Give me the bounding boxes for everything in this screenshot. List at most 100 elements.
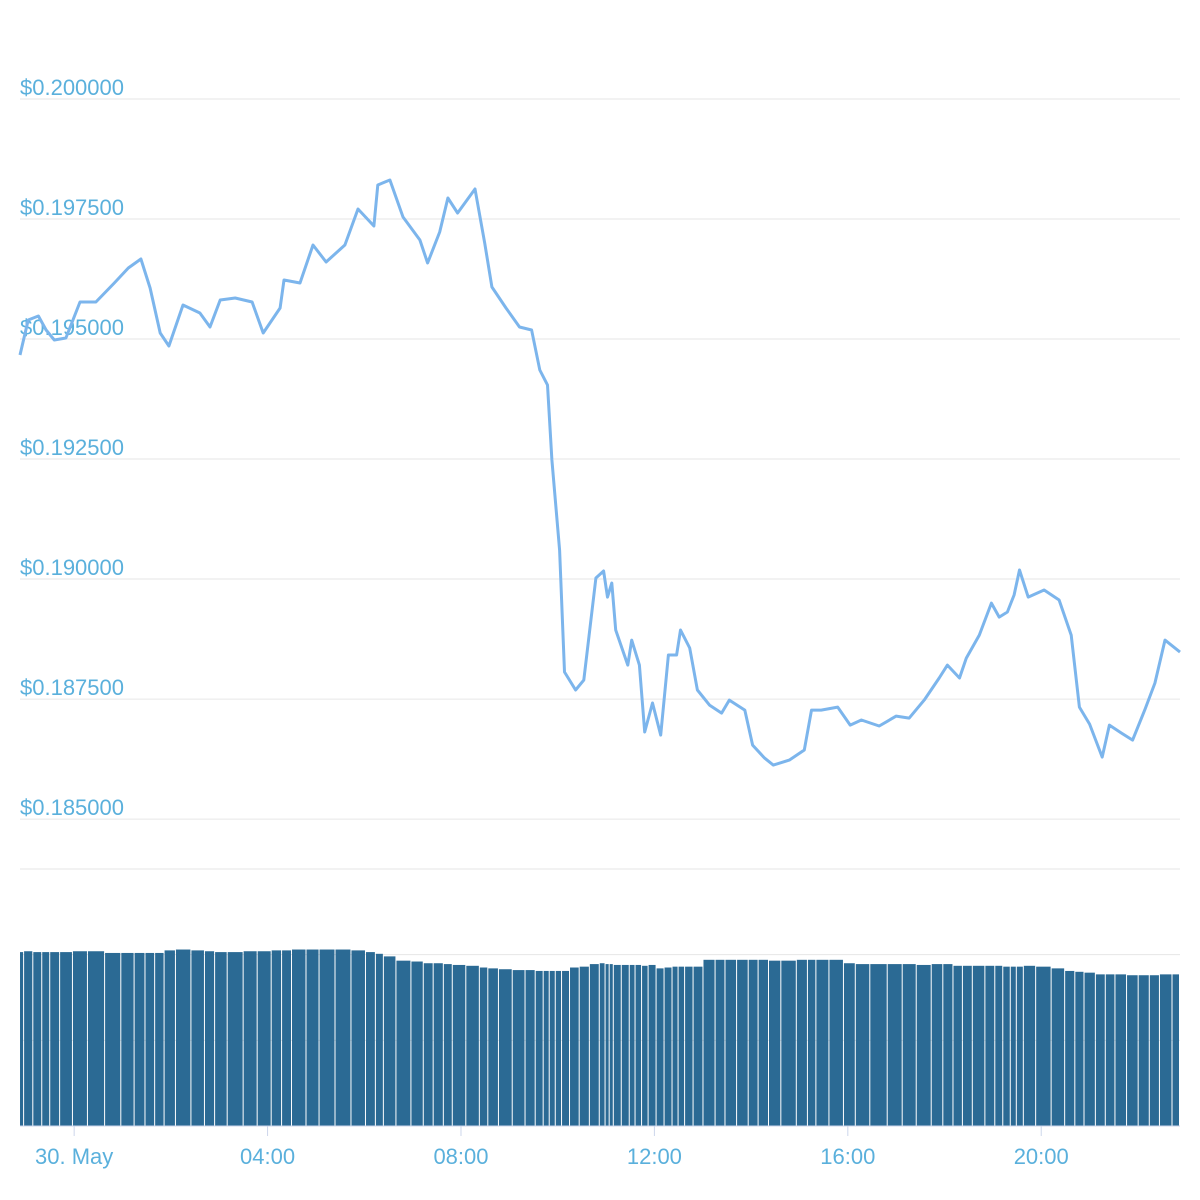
volume-bar	[664, 967, 672, 1126]
volume-bar	[1138, 975, 1149, 1126]
volume-bar	[629, 964, 635, 1126]
volume-bar	[1115, 974, 1127, 1126]
volume-bar	[1023, 965, 1036, 1126]
volume-bar	[423, 963, 433, 1126]
volume-bar	[42, 952, 50, 1126]
volume-bar	[60, 952, 72, 1126]
volume-bar	[562, 970, 570, 1126]
volume-bar	[1084, 972, 1095, 1126]
volume-bar	[972, 965, 985, 1126]
y-tick-label: $0.200000	[20, 75, 124, 100]
volume-bar	[931, 964, 943, 1126]
volume-bar	[164, 950, 175, 1126]
volume-bar	[291, 949, 306, 1126]
volume-bar	[621, 964, 629, 1126]
volume-bar	[145, 952, 155, 1126]
volume-bar	[589, 964, 599, 1126]
volume-bar	[155, 952, 164, 1126]
volume-bar	[1075, 971, 1084, 1126]
volume-bar	[498, 969, 512, 1126]
volume-bar	[870, 964, 887, 1126]
volume-bar	[257, 951, 271, 1126]
volume-bar	[599, 963, 605, 1126]
volume-bar	[887, 964, 902, 1126]
volume-bar	[703, 959, 715, 1126]
volume-bar	[306, 949, 319, 1126]
volume-bar	[796, 959, 807, 1126]
volume-bar	[433, 963, 443, 1126]
volume-bar	[72, 951, 87, 1126]
volume-bar	[781, 960, 796, 1126]
volume-bar	[953, 965, 962, 1126]
volume-bar	[605, 964, 609, 1126]
volume-bar	[1003, 966, 1010, 1126]
volume-bar	[383, 956, 396, 1126]
volume-bar	[543, 970, 549, 1126]
volume-bar	[512, 970, 525, 1126]
volume-bar	[943, 964, 953, 1126]
volume-bar	[121, 952, 134, 1126]
volume-bar	[555, 970, 562, 1126]
volume-bar	[396, 960, 411, 1126]
volume-bar	[737, 959, 748, 1126]
volume-bar	[365, 952, 375, 1126]
volume-bar	[648, 964, 656, 1126]
volume-bar	[535, 970, 543, 1126]
y-tick-label: $0.190000	[20, 555, 124, 580]
volume-bar	[807, 959, 816, 1126]
volume-bar	[685, 966, 693, 1126]
volume-bar	[1172, 974, 1179, 1126]
volume-bar	[609, 964, 613, 1126]
x-tick-label: 16:00	[820, 1144, 875, 1169]
y-tick-label: $0.187500	[20, 675, 124, 700]
volume-bar	[916, 964, 931, 1126]
volume-bar	[134, 952, 145, 1126]
volume-bar	[570, 967, 579, 1126]
volume-bar	[479, 967, 488, 1126]
volume-bar	[816, 959, 829, 1126]
volume-bar	[525, 970, 535, 1126]
volume-bar	[452, 964, 466, 1126]
x-tick-label: 08:00	[433, 1144, 488, 1169]
volume-bar	[1127, 975, 1138, 1126]
volume-bar	[215, 952, 227, 1126]
volume-bar	[1105, 974, 1115, 1126]
volume-bar	[227, 952, 243, 1126]
volume-bar	[1016, 966, 1023, 1126]
volume-bar	[20, 952, 24, 1126]
volume-bar	[271, 950, 282, 1126]
volume-bar	[319, 949, 335, 1126]
x-tick-label: 30. May	[35, 1144, 113, 1169]
volume-bar	[672, 966, 678, 1126]
y-tick-label: $0.192500	[20, 435, 124, 460]
y-tick-label: $0.185000	[20, 795, 124, 820]
volume-bar	[962, 965, 972, 1126]
volume-bar	[33, 952, 42, 1126]
volume-bar	[829, 959, 843, 1126]
volume-bar	[443, 964, 452, 1126]
price-line	[18, 178, 1181, 767]
volume-bar	[24, 951, 33, 1126]
volume-bar	[335, 949, 351, 1126]
volume-bar	[466, 965, 479, 1126]
volume-bar	[613, 964, 621, 1126]
volume-bar	[725, 959, 737, 1126]
volume-bar	[1036, 966, 1051, 1126]
volume-bar	[351, 950, 365, 1126]
volume-bar	[411, 961, 423, 1126]
x-tick-label: 20:00	[1014, 1144, 1069, 1169]
volume-bar	[87, 951, 105, 1126]
volume-bar	[375, 953, 383, 1126]
volume-bar	[656, 968, 664, 1126]
volume-bar	[1065, 970, 1075, 1126]
x-tick-label: 12:00	[627, 1144, 682, 1169]
volume-bar	[191, 950, 204, 1126]
volume-bar	[579, 966, 589, 1126]
volume-bar	[985, 965, 995, 1126]
volume-bar	[50, 952, 60, 1126]
volume-bar	[768, 960, 781, 1126]
volume-bar	[715, 959, 725, 1126]
y-tick-label: $0.197500	[20, 195, 124, 220]
volume-bar	[902, 964, 916, 1126]
